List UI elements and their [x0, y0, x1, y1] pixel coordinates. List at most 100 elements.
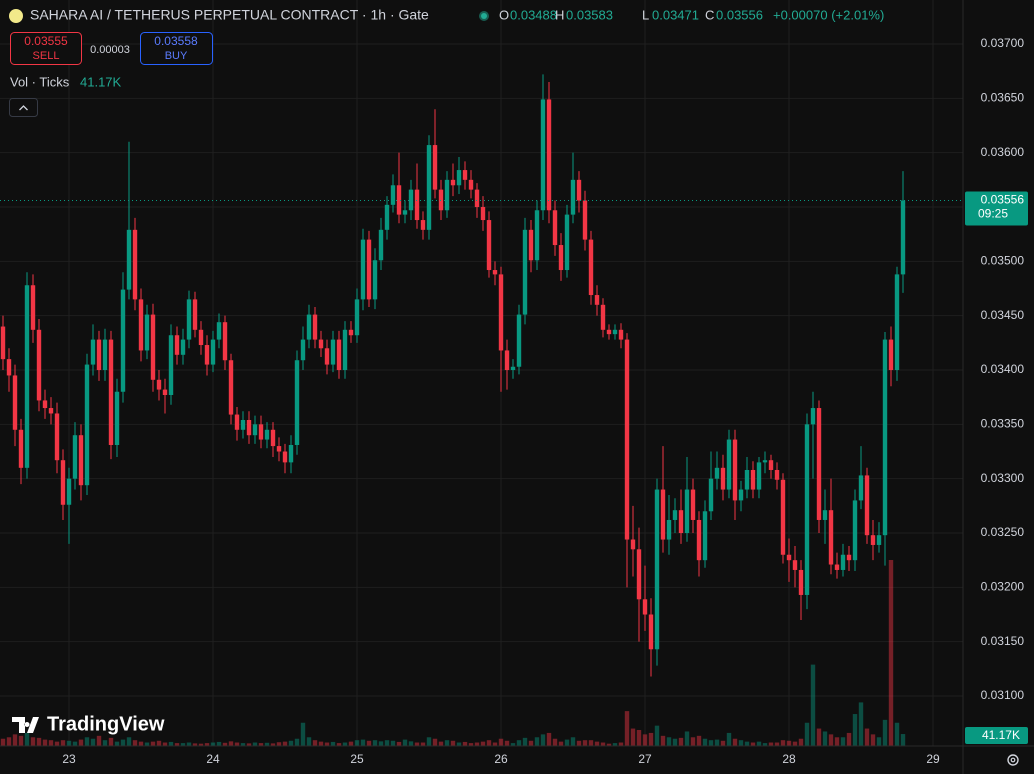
collapse-button[interactable]	[9, 98, 38, 117]
candle-body	[306, 314, 312, 340]
volume-tag-label: 41.17K	[982, 728, 1020, 742]
candle-body	[36, 329, 42, 401]
volume-bar	[624, 711, 630, 746]
candle-body	[696, 519, 702, 561]
volume-bar	[246, 743, 252, 746]
candle-body	[588, 239, 594, 296]
volume-bar	[186, 742, 192, 746]
volume-bar	[324, 742, 330, 746]
candle-body	[852, 500, 858, 561]
volume-bar	[660, 735, 666, 746]
volume-bar	[474, 742, 480, 746]
y-tick-label: 0.03100	[981, 688, 1025, 702]
candle-body	[252, 424, 258, 436]
ohlc-letter: L	[642, 7, 649, 22]
candle-body	[408, 189, 414, 211]
x-tick-label: 23	[62, 752, 76, 766]
volume-bar	[834, 737, 840, 746]
y-tick-label: 0.03400	[981, 362, 1025, 376]
volume-bar	[540, 734, 546, 746]
candle-body	[606, 329, 612, 335]
volume-bar	[684, 731, 690, 746]
candle-body	[12, 375, 18, 430]
candle-body	[648, 614, 654, 650]
volume-bar	[606, 743, 612, 746]
volume-bar	[864, 728, 870, 746]
candle-body	[264, 429, 270, 440]
candle-body	[870, 535, 876, 545]
volume-bar	[720, 740, 726, 746]
candle-body	[282, 451, 288, 463]
candle-body	[600, 304, 606, 330]
candle-body	[768, 460, 774, 470]
volume-bar	[192, 743, 198, 746]
volume-bar	[138, 741, 144, 746]
volume-bar	[648, 732, 654, 746]
price-change: +0.00070 (+2.01%)	[773, 7, 884, 22]
sell-button[interactable]	[10, 32, 82, 65]
candle-body	[534, 210, 540, 261]
settings-icon[interactable]	[1007, 754, 1019, 766]
y-tick-label: 0.03600	[981, 145, 1025, 159]
buy-button[interactable]	[140, 32, 213, 65]
volume-bar	[870, 734, 876, 746]
volume-bar	[42, 739, 48, 746]
candle-body	[54, 413, 60, 461]
volume-bar	[378, 741, 384, 746]
volume-bar	[132, 740, 138, 746]
candle-body	[882, 339, 888, 536]
candle-body	[156, 379, 162, 390]
candle-body	[438, 189, 444, 211]
candle-body	[420, 220, 426, 230]
volume-bar	[234, 742, 240, 746]
volume-bar	[588, 740, 594, 746]
x-tick-label: 27	[638, 752, 652, 766]
volume-bar	[642, 734, 648, 746]
volume-bar	[180, 743, 186, 746]
candle-body	[612, 329, 618, 335]
volume-bar	[432, 738, 438, 746]
volume-bar	[900, 734, 906, 746]
volume-bar	[360, 739, 366, 746]
volume-layer	[0, 560, 906, 746]
candle-body	[642, 599, 648, 615]
volume-legend: Vol · Ticks	[10, 74, 70, 89]
candle-body	[366, 239, 372, 300]
spread: 0.00003	[90, 44, 130, 56]
y-tick-label: 0.03500	[981, 254, 1025, 268]
candle-body	[888, 339, 894, 371]
ohlc-letter: H	[555, 7, 564, 22]
volume-bar	[702, 738, 708, 746]
volume-bar	[228, 741, 234, 746]
volume-bar	[756, 741, 762, 746]
candle-body	[684, 489, 690, 534]
candle-body	[186, 299, 192, 340]
candle-body	[816, 408, 822, 520]
candle-body	[714, 467, 720, 479]
volume-tag	[965, 727, 1028, 744]
candle-body	[348, 329, 354, 336]
volume-bar	[18, 735, 24, 746]
volume-bar	[96, 735, 102, 746]
candle-body	[708, 478, 714, 512]
candle-body	[204, 345, 210, 365]
volume-bar	[456, 742, 462, 746]
volume-bar	[876, 737, 882, 746]
candle-body	[582, 200, 588, 240]
candle-body	[18, 429, 24, 468]
candle-body	[180, 339, 186, 355]
candle-body	[426, 145, 432, 230]
volume-bar	[162, 742, 168, 746]
volume-bar	[528, 740, 534, 746]
candle-body	[678, 510, 684, 534]
candle-body	[330, 339, 336, 365]
candle-body	[786, 554, 792, 561]
volume-bar	[678, 737, 684, 746]
volume-bar	[216, 741, 222, 746]
candle-body	[720, 467, 726, 490]
volume-bar	[426, 737, 432, 746]
candle-body	[84, 364, 90, 486]
x-tick-label: 25	[350, 752, 364, 766]
y-tick-label: 0.03350	[981, 417, 1025, 431]
